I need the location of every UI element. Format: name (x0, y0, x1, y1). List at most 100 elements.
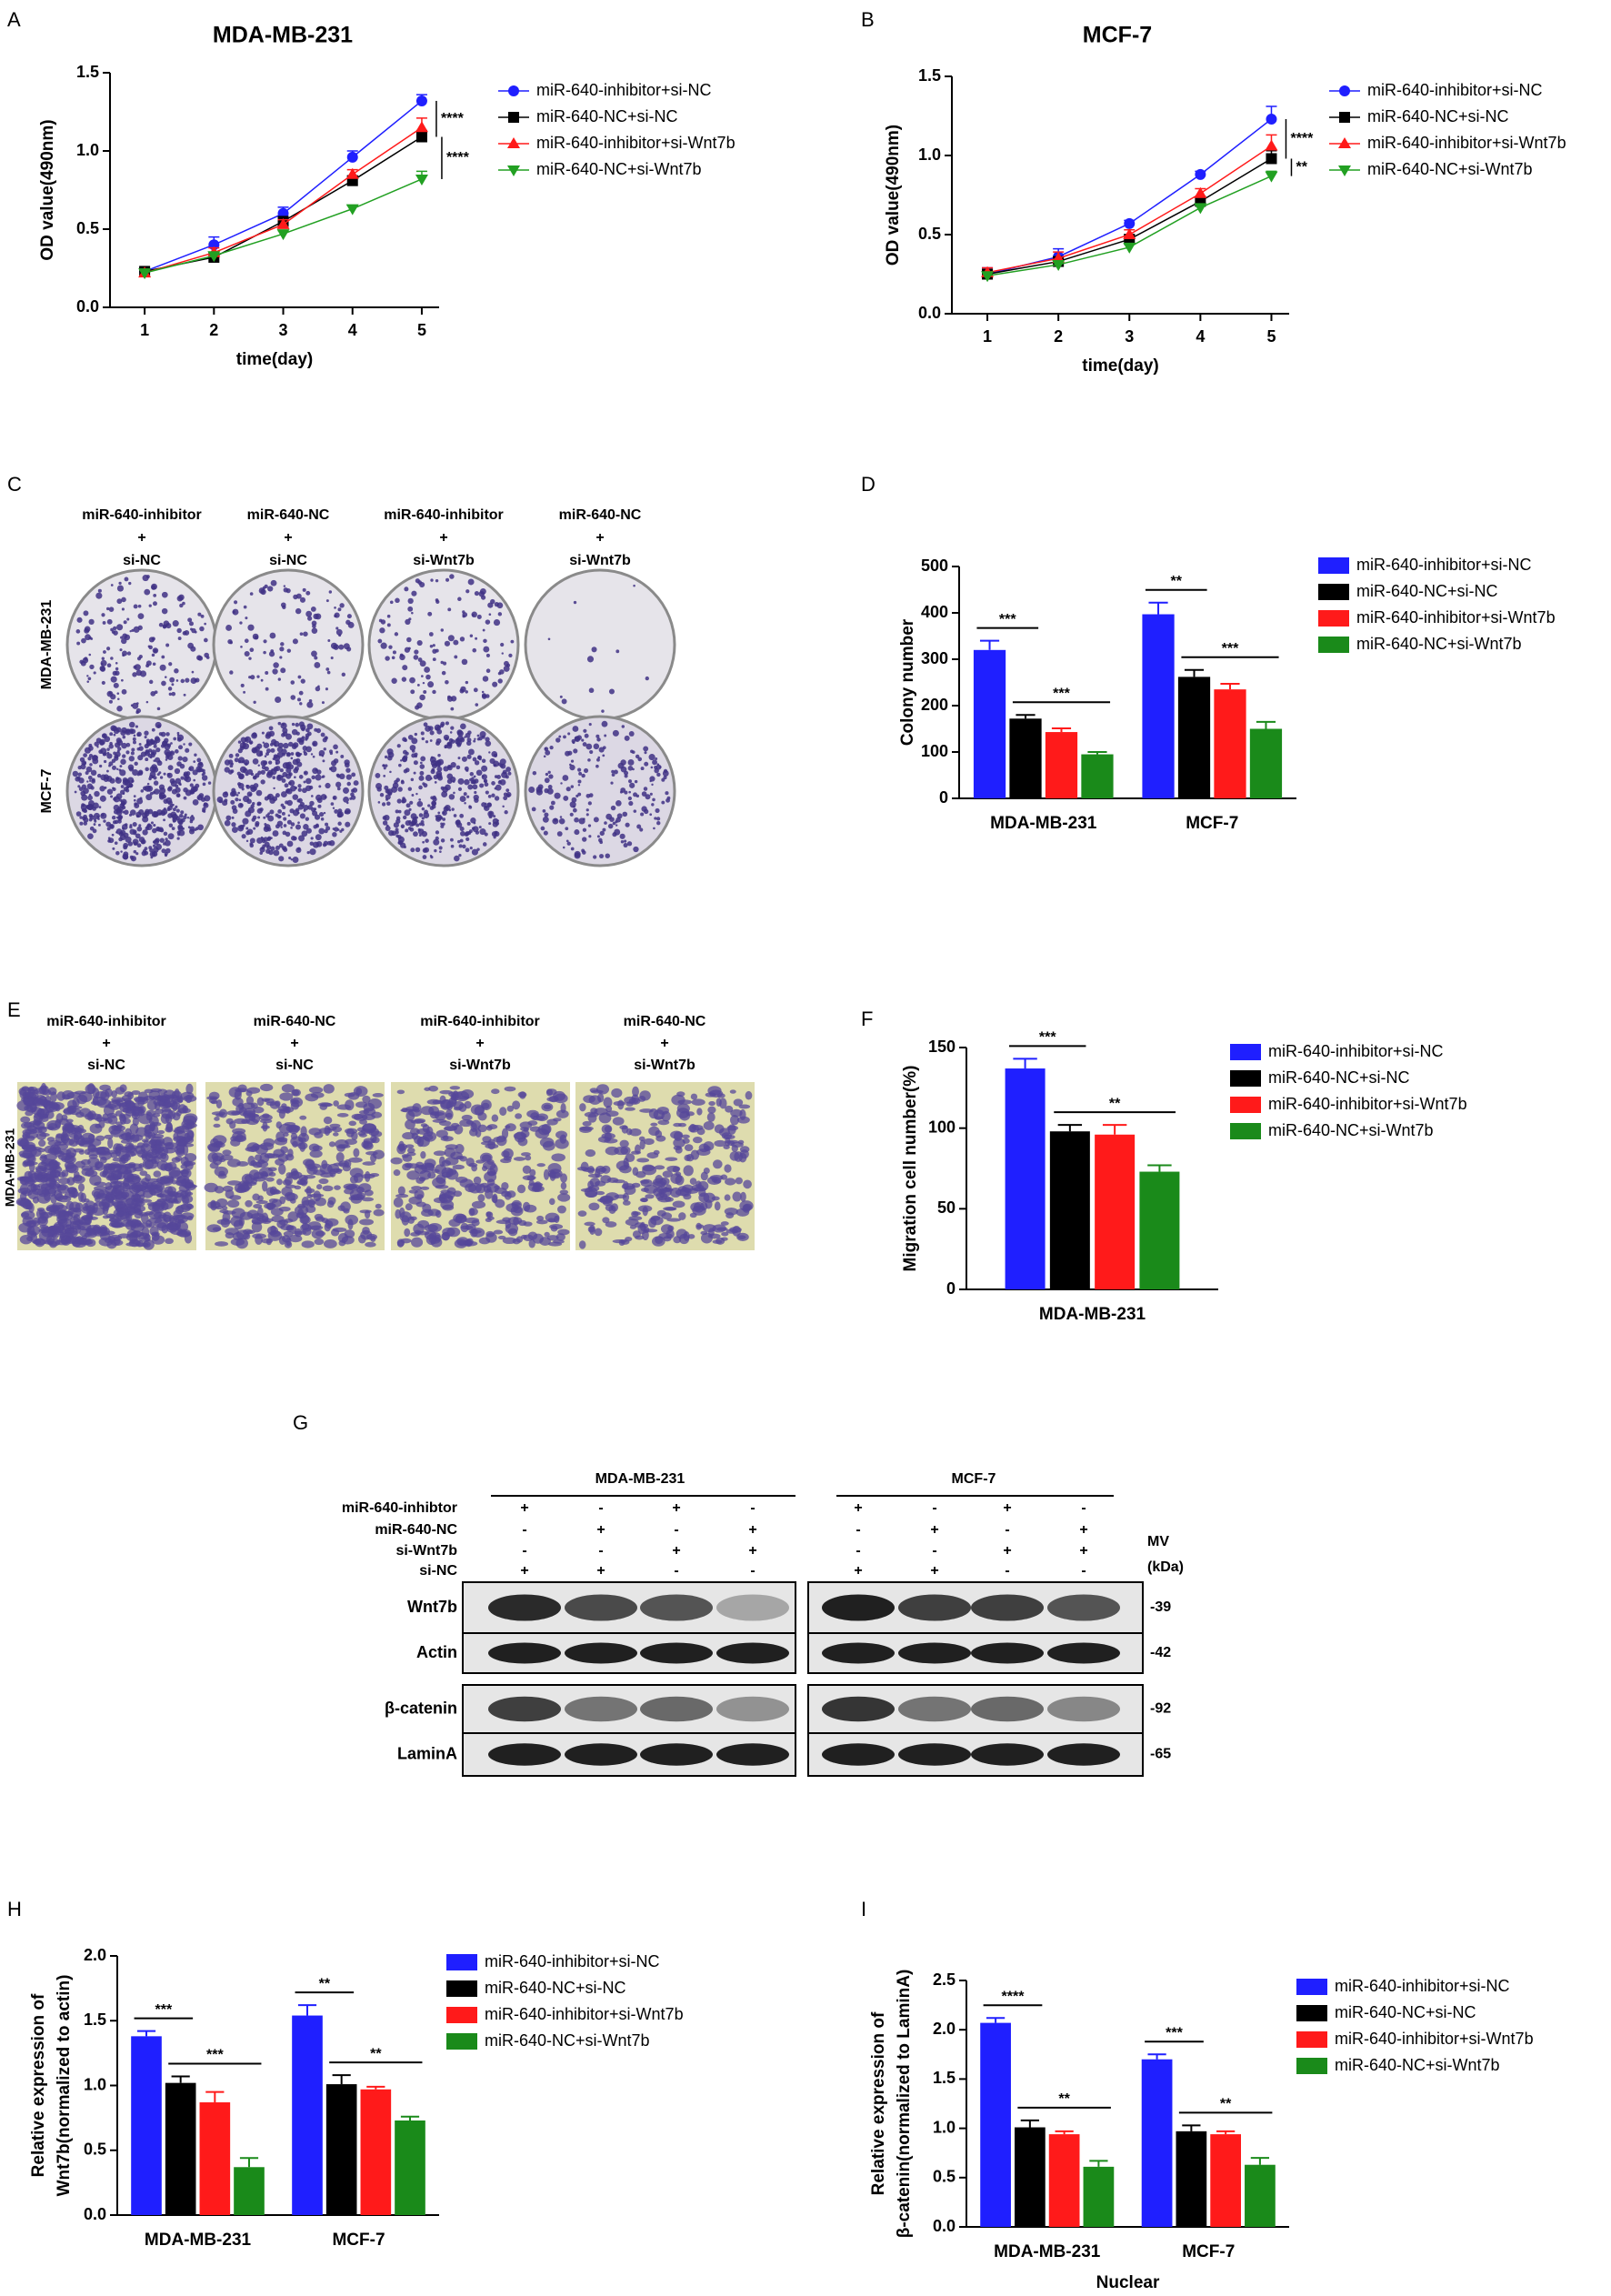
cell (422, 1134, 434, 1141)
colony (170, 742, 173, 745)
colony (423, 812, 430, 818)
colony (297, 697, 302, 702)
colony (454, 855, 460, 862)
colony (83, 753, 87, 757)
colony (501, 652, 504, 655)
cell (323, 1239, 337, 1248)
colony (235, 797, 239, 802)
colony (468, 829, 473, 834)
colony (260, 779, 265, 785)
cell (724, 1164, 732, 1173)
cell (141, 1213, 149, 1224)
cell (335, 1168, 343, 1175)
colony (407, 735, 414, 740)
colony (87, 677, 92, 681)
colony (633, 809, 637, 813)
cell (301, 1240, 315, 1248)
colony (382, 816, 387, 820)
column-label: miR-640-NC (247, 507, 330, 523)
colony (457, 777, 465, 785)
colony (240, 683, 245, 687)
cell (20, 1121, 35, 1129)
y-tick-label: 0 (939, 788, 948, 807)
colony (628, 779, 633, 784)
cell (145, 1174, 151, 1182)
cell (265, 1238, 272, 1246)
colony (72, 770, 79, 777)
cell (65, 1118, 74, 1123)
cell (87, 1134, 95, 1140)
cell (427, 1222, 443, 1233)
colony (88, 618, 95, 625)
cell (690, 1093, 698, 1100)
colony (202, 809, 205, 813)
error-bar (205, 2090, 225, 2103)
colony (161, 607, 168, 615)
colony (655, 817, 661, 821)
colony (124, 809, 129, 816)
colony (453, 639, 459, 646)
cell (435, 1185, 449, 1189)
cell (222, 1149, 232, 1156)
bar (973, 649, 1006, 798)
cell (638, 1096, 646, 1102)
bar (1048, 2134, 1080, 2227)
colony (406, 637, 412, 643)
colony (183, 815, 187, 820)
colony (485, 619, 491, 625)
blot-band (898, 1594, 971, 1621)
blot-band (716, 1642, 789, 1664)
cell (541, 1102, 554, 1112)
cell (250, 1159, 257, 1167)
cell (287, 1148, 294, 1158)
cell (497, 1235, 506, 1240)
colony (155, 721, 162, 728)
colony (396, 798, 402, 804)
significance-label: *** (1053, 686, 1070, 701)
cell (94, 1181, 106, 1187)
cell (278, 1206, 291, 1212)
colony (429, 730, 435, 736)
colony (159, 776, 164, 779)
cell (682, 1138, 690, 1144)
cell (298, 1132, 309, 1143)
colony (395, 818, 401, 824)
cell (284, 1121, 296, 1127)
legend-swatch (446, 2007, 477, 2023)
colony (400, 759, 403, 762)
colony (459, 637, 465, 642)
sign: + (672, 1500, 680, 1516)
colony (573, 748, 578, 754)
cell (46, 1137, 55, 1142)
colony (121, 824, 128, 830)
colony (115, 667, 119, 671)
cell (688, 1124, 699, 1133)
colony (440, 786, 445, 790)
sign: + (672, 1543, 680, 1559)
colony (129, 629, 132, 633)
colony (239, 621, 243, 625)
colony (471, 779, 476, 784)
colony (252, 748, 257, 754)
colony (249, 647, 255, 653)
colony (610, 805, 616, 811)
cell (684, 1144, 694, 1152)
colony (156, 760, 163, 767)
colony (419, 660, 426, 667)
colony (263, 742, 270, 748)
colony (567, 750, 573, 756)
cell (78, 1191, 85, 1202)
cell (601, 1124, 613, 1134)
cell (536, 1163, 545, 1168)
colony (277, 677, 281, 681)
cell (687, 1234, 695, 1239)
colony (163, 842, 166, 846)
colony (656, 772, 661, 777)
cell (714, 1201, 721, 1211)
data-point (415, 121, 428, 133)
colony (176, 595, 184, 602)
colony (299, 737, 305, 743)
cell (714, 1139, 726, 1148)
colony (457, 839, 461, 844)
colony (264, 766, 269, 772)
